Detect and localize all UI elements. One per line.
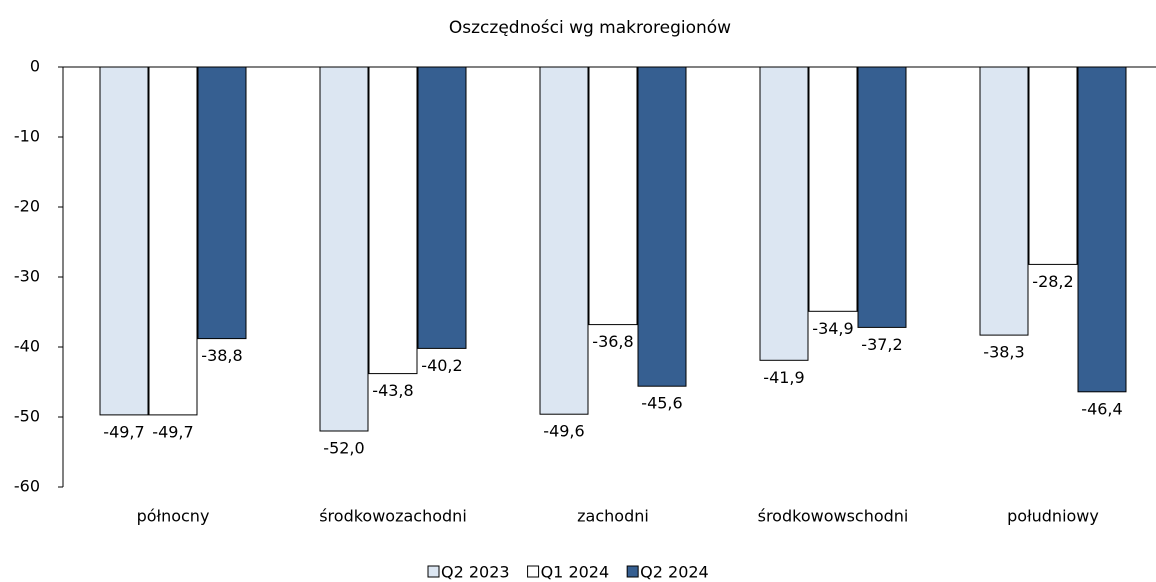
y-tick-label: -10 [14,127,40,146]
x-tick-label: południowy [1007,507,1099,526]
y-tick-label: -20 [14,197,40,216]
bar [979,66,1029,336]
bar [148,66,198,416]
value-label: -37,2 [861,335,902,354]
bar [197,66,247,340]
value-label: -36,8 [592,332,633,351]
bar [368,66,418,375]
bar [99,66,149,416]
bar [539,66,589,415]
value-label: -41,9 [763,368,804,387]
y-tick-label: -50 [14,407,40,426]
x-tick-label: środkowozachodni [319,507,467,526]
value-label: -34,9 [812,319,853,338]
bar [417,66,467,349]
bar [1028,66,1078,265]
y-tick-label: -30 [14,267,40,286]
legend-swatch [427,565,440,578]
bar [1077,66,1127,393]
bar [588,66,638,326]
bar [319,66,369,432]
legend-label: Q2 2024 [640,563,709,582]
y-tick-label: -40 [14,337,40,356]
bar [808,66,858,312]
bar [637,66,687,387]
value-label: -40,2 [421,356,462,375]
y-tick-label: -60 [14,477,40,496]
value-label: -43,8 [372,381,413,400]
x-tick-label: środkowowschodni [758,507,909,526]
value-label: -38,8 [201,346,242,365]
value-label: -28,2 [1032,272,1073,291]
legend-label: Q2 2023 [441,563,510,582]
value-label: -49,7 [103,422,144,441]
value-label: -49,6 [543,422,584,441]
legend-swatch [527,565,540,578]
value-label: -38,3 [983,343,1024,362]
bar [857,66,907,328]
value-label: -46,4 [1081,399,1122,418]
legend-swatch [626,565,639,578]
bar [759,66,809,361]
x-tick-label: zachodni [577,507,649,526]
y-tick-label: 0 [30,57,40,76]
x-tick-label: północny [137,507,210,526]
legend-label: Q1 2024 [541,563,610,582]
chart-title: Oszczędności wg makroregionów [449,18,731,38]
value-label: -49,7 [152,422,193,441]
value-label: -52,0 [323,439,364,458]
value-label: -45,6 [641,394,682,413]
